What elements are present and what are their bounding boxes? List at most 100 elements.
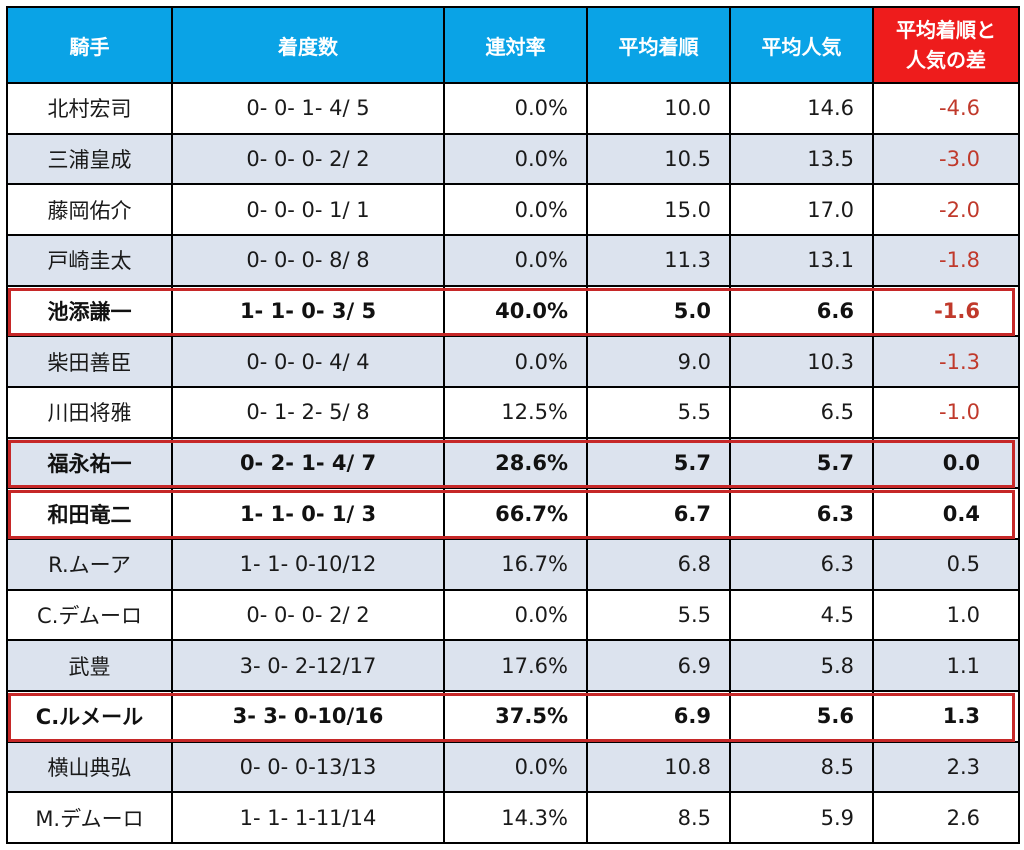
cell-jockey: C.ルメール bbox=[6, 689, 173, 743]
table-row: 北村宏司 0- 0- 1- 4/ 5 0.0% 10.0 14.6 -4.6 bbox=[6, 82, 1020, 135]
cell-avg-popularity: 5.9 bbox=[729, 791, 874, 844]
cell-avg-popularity: 5.7 bbox=[729, 436, 874, 490]
header-avg-finish: 平均着順 bbox=[586, 6, 731, 84]
cell-jockey: 武豊 bbox=[6, 639, 173, 692]
table-row: R.ムーア 1- 1- 0-10/12 16.7% 6.8 6.3 0.5 bbox=[6, 537, 1020, 591]
cell-rate: 0.0% bbox=[443, 183, 588, 236]
cell-avg-popularity: 6.5 bbox=[729, 385, 874, 439]
cell-record: 0- 0- 0- 4/ 4 bbox=[171, 335, 445, 388]
cell-rate: 66.7% bbox=[443, 487, 588, 540]
cell-avg-finish: 8.5 bbox=[586, 791, 731, 844]
table-row: C.デムーロ 0- 0- 0- 2/ 2 0.0% 5.5 4.5 1.0 bbox=[6, 588, 1020, 642]
cell-record: 0- 1- 2- 5/ 8 bbox=[171, 385, 445, 439]
cell-avg-popularity: 10.3 bbox=[729, 335, 874, 388]
cell-jockey: 藤岡佑介 bbox=[6, 183, 173, 236]
cell-avg-finish: 11.3 bbox=[586, 233, 731, 287]
cell-diff: 1.0 bbox=[872, 588, 1020, 642]
cell-record: 0- 2- 1- 4/ 7 bbox=[171, 436, 445, 490]
cell-avg-popularity: 6.3 bbox=[729, 537, 874, 591]
cell-rate: 0.0% bbox=[443, 82, 588, 135]
header-rate: 連対率 bbox=[443, 6, 588, 84]
cell-avg-finish: 5.7 bbox=[586, 436, 731, 490]
table-row: 藤岡佑介 0- 0- 0- 1/ 1 0.0% 15.0 17.0 -2.0 bbox=[6, 183, 1020, 236]
table-row: 和田竜二 1- 1- 0- 1/ 3 66.7% 6.7 6.3 0.4 bbox=[6, 487, 1020, 540]
cell-rate: 40.0% bbox=[443, 284, 588, 338]
cell-record: 1- 1- 0- 1/ 3 bbox=[171, 487, 445, 540]
header-avg-popularity: 平均人気 bbox=[729, 6, 874, 84]
table-row: 池添謙一 1- 1- 0- 3/ 5 40.0% 5.0 6.6 -1.6 bbox=[6, 284, 1020, 338]
cell-rate: 16.7% bbox=[443, 537, 588, 591]
cell-avg-finish: 9.0 bbox=[586, 335, 731, 388]
cell-avg-popularity: 4.5 bbox=[729, 588, 874, 642]
cell-avg-finish: 6.7 bbox=[586, 487, 731, 540]
cell-rate: 0.0% bbox=[443, 132, 588, 186]
table-header: 騎手 着度数 連対率 平均着順 平均人気 平均着順と 人気の差 bbox=[6, 6, 1020, 84]
cell-rate: 17.6% bbox=[443, 639, 588, 692]
cell-diff: 0.4 bbox=[872, 487, 1020, 540]
cell-record: 0- 0- 1- 4/ 5 bbox=[171, 82, 445, 135]
cell-rate: 14.3% bbox=[443, 791, 588, 844]
header-diff: 平均着順と 人気の差 bbox=[872, 6, 1020, 84]
cell-avg-finish: 6.8 bbox=[586, 537, 731, 591]
table-row: 三浦皇成 0- 0- 0- 2/ 2 0.0% 10.5 13.5 -3.0 bbox=[6, 132, 1020, 186]
cell-diff: 0.0 bbox=[872, 436, 1020, 490]
table-row: 川田将雅 0- 1- 2- 5/ 8 12.5% 5.5 6.5 -1.0 bbox=[6, 385, 1020, 439]
cell-avg-popularity: 5.6 bbox=[729, 689, 874, 743]
cell-rate: 28.6% bbox=[443, 436, 588, 490]
cell-avg-popularity: 13.1 bbox=[729, 233, 874, 287]
cell-avg-finish: 5.0 bbox=[586, 284, 731, 338]
cell-avg-finish: 10.0 bbox=[586, 82, 731, 135]
table-row: 柴田善臣 0- 0- 0- 4/ 4 0.0% 9.0 10.3 -1.3 bbox=[6, 335, 1020, 388]
cell-jockey: 池添謙一 bbox=[6, 284, 173, 338]
cell-diff: -2.0 bbox=[872, 183, 1020, 236]
cell-avg-finish: 10.8 bbox=[586, 740, 731, 794]
cell-diff: 2.3 bbox=[872, 740, 1020, 794]
header-diff-line1: 平均着順と bbox=[896, 18, 996, 42]
cell-record: 3- 3- 0-10/16 bbox=[171, 689, 445, 743]
cell-record: 0- 0- 0- 8/ 8 bbox=[171, 233, 445, 287]
cell-avg-finish: 15.0 bbox=[586, 183, 731, 236]
table-row: M.デムーロ 1- 1- 1-11/14 14.3% 8.5 5.9 2.6 bbox=[6, 791, 1020, 844]
cell-avg-popularity: 13.5 bbox=[729, 132, 874, 186]
cell-avg-popularity: 14.6 bbox=[729, 82, 874, 135]
cell-diff: -1.8 bbox=[872, 233, 1020, 287]
cell-diff: -4.6 bbox=[872, 82, 1020, 135]
table-row: 横山典弘 0- 0- 0-13/13 0.0% 10.8 8.5 2.3 bbox=[6, 740, 1020, 794]
cell-rate: 0.0% bbox=[443, 740, 588, 794]
cell-record: 1- 1- 0- 3/ 5 bbox=[171, 284, 445, 338]
cell-diff: -1.6 bbox=[872, 284, 1020, 338]
cell-avg-popularity: 17.0 bbox=[729, 183, 874, 236]
cell-rate: 0.0% bbox=[443, 233, 588, 287]
table-row: 福永祐一 0- 2- 1- 4/ 7 28.6% 5.7 5.7 0.0 bbox=[6, 436, 1020, 490]
table-row: 戸崎圭太 0- 0- 0- 8/ 8 0.0% 11.3 13.1 -1.8 bbox=[6, 233, 1020, 287]
cell-avg-popularity: 6.6 bbox=[729, 284, 874, 338]
header-row: 騎手 着度数 連対率 平均着順 平均人気 平均着順と 人気の差 bbox=[6, 6, 1020, 84]
cell-rate: 0.0% bbox=[443, 588, 588, 642]
cell-jockey: 北村宏司 bbox=[6, 82, 173, 135]
table-body: 北村宏司 0- 0- 1- 4/ 5 0.0% 10.0 14.6 -4.6 三浦皇成 0- … bbox=[6, 82, 1020, 844]
cell-jockey: C.デムーロ bbox=[6, 588, 173, 642]
cell-diff: 1.1 bbox=[872, 639, 1020, 692]
cell-avg-popularity: 8.5 bbox=[729, 740, 874, 794]
cell-rate: 37.5% bbox=[443, 689, 588, 743]
cell-jockey: 横山典弘 bbox=[6, 740, 173, 794]
cell-jockey: M.デムーロ bbox=[6, 791, 173, 844]
cell-jockey: 三浦皇成 bbox=[6, 132, 173, 186]
cell-diff: 0.5 bbox=[872, 537, 1020, 591]
cell-rate: 0.0% bbox=[443, 335, 588, 388]
cell-avg-finish: 5.5 bbox=[586, 385, 731, 439]
cell-avg-popularity: 6.3 bbox=[729, 487, 874, 540]
cell-rate: 12.5% bbox=[443, 385, 588, 439]
header-jockey: 騎手 bbox=[6, 6, 173, 84]
header-record: 着度数 bbox=[171, 6, 445, 84]
header-diff-line2: 人気の差 bbox=[906, 48, 986, 72]
cell-avg-popularity: 5.8 bbox=[729, 639, 874, 692]
cell-diff: -3.0 bbox=[872, 132, 1020, 186]
cell-avg-finish: 6.9 bbox=[586, 689, 731, 743]
cell-jockey: 戸崎圭太 bbox=[6, 233, 173, 287]
cell-diff: 2.6 bbox=[872, 791, 1020, 844]
cell-record: 0- 0- 0- 2/ 2 bbox=[171, 132, 445, 186]
cell-diff: 1.3 bbox=[872, 689, 1020, 743]
cell-record: 1- 1- 1-11/14 bbox=[171, 791, 445, 844]
cell-jockey: 柴田善臣 bbox=[6, 335, 173, 388]
